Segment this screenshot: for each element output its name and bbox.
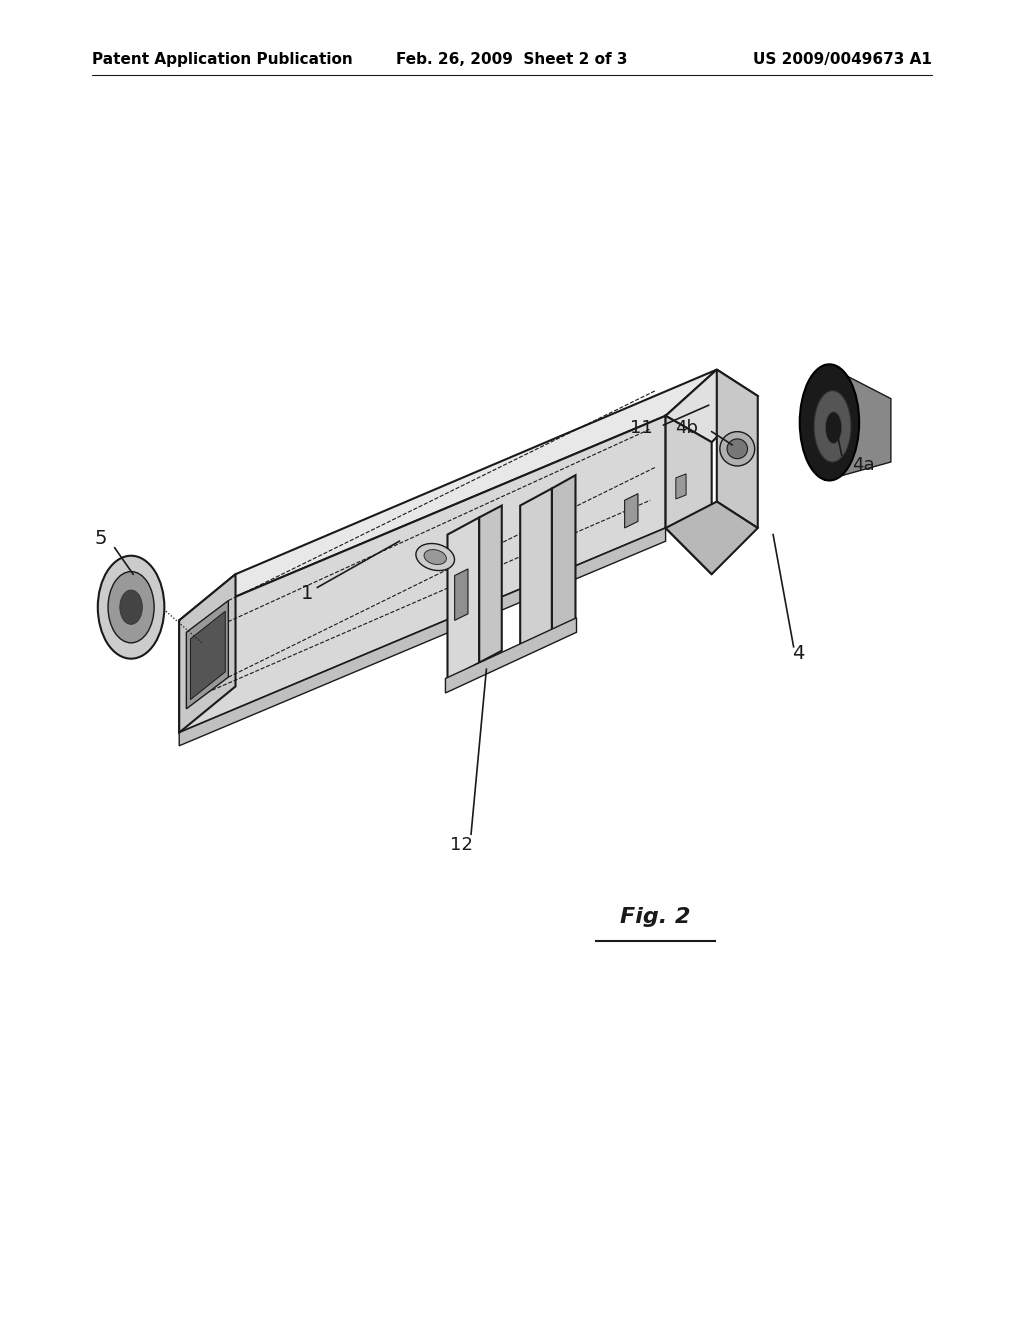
- Ellipse shape: [109, 572, 154, 643]
- Text: 4a: 4a: [852, 455, 874, 474]
- Ellipse shape: [424, 549, 446, 565]
- Ellipse shape: [720, 432, 755, 466]
- Polygon shape: [625, 494, 638, 528]
- Polygon shape: [824, 364, 891, 480]
- Polygon shape: [179, 370, 717, 620]
- Polygon shape: [179, 528, 666, 746]
- Polygon shape: [190, 611, 225, 700]
- Text: US 2009/0049673 A1: US 2009/0049673 A1: [753, 51, 932, 67]
- Polygon shape: [179, 416, 666, 733]
- Ellipse shape: [416, 544, 455, 570]
- Text: Fig. 2: Fig. 2: [621, 907, 690, 928]
- Text: 4: 4: [793, 644, 805, 663]
- Text: 4b: 4b: [676, 418, 698, 437]
- Ellipse shape: [727, 438, 748, 458]
- Polygon shape: [666, 416, 712, 574]
- Polygon shape: [666, 502, 758, 574]
- Text: 11: 11: [630, 418, 652, 437]
- Polygon shape: [179, 574, 236, 733]
- Polygon shape: [455, 569, 468, 620]
- Ellipse shape: [825, 412, 842, 444]
- Polygon shape: [186, 601, 228, 709]
- Text: Feb. 26, 2009  Sheet 2 of 3: Feb. 26, 2009 Sheet 2 of 3: [396, 51, 628, 67]
- Ellipse shape: [98, 556, 164, 659]
- Text: 5: 5: [94, 529, 106, 548]
- Polygon shape: [666, 370, 758, 442]
- Ellipse shape: [120, 590, 142, 624]
- Text: 1: 1: [301, 585, 313, 603]
- Polygon shape: [479, 506, 502, 663]
- Ellipse shape: [814, 391, 851, 462]
- Polygon shape: [447, 517, 479, 680]
- Polygon shape: [676, 474, 686, 499]
- Text: Patent Application Publication: Patent Application Publication: [92, 51, 353, 67]
- Polygon shape: [445, 618, 577, 693]
- Polygon shape: [717, 370, 758, 528]
- Ellipse shape: [800, 364, 859, 480]
- Polygon shape: [552, 475, 575, 634]
- Text: 12: 12: [451, 836, 473, 854]
- Polygon shape: [520, 488, 552, 651]
